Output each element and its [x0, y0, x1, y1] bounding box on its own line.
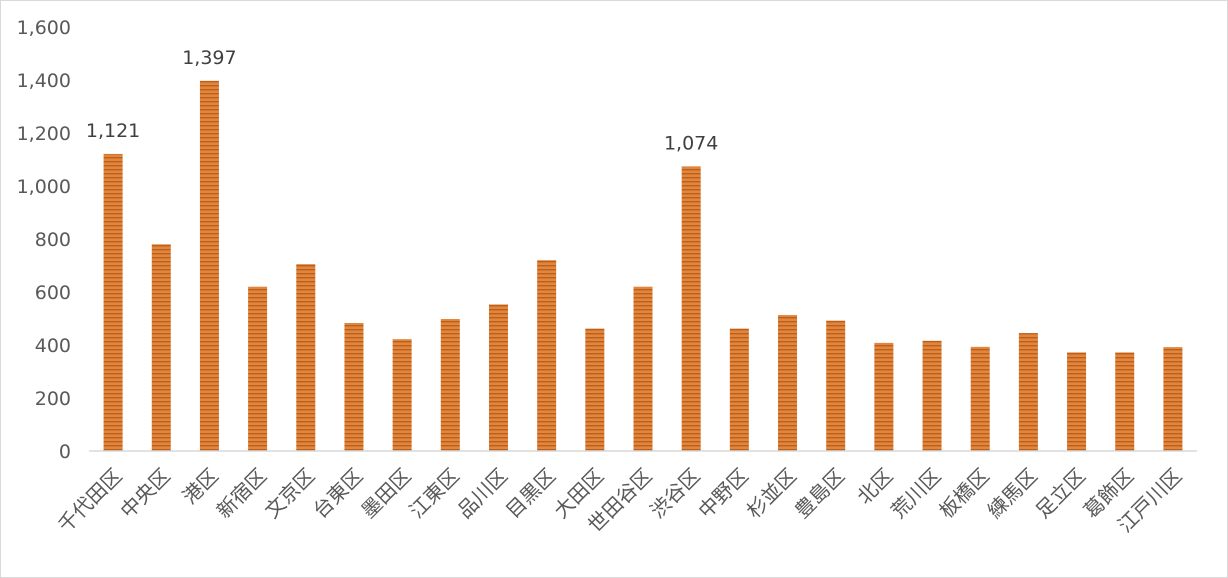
bar — [151, 244, 171, 451]
y-tick-label: 0 — [59, 441, 71, 463]
bar — [1018, 333, 1038, 451]
bar — [1115, 352, 1135, 451]
x-tick-label: 江東区 — [404, 464, 463, 523]
x-tick-label: 板橋区 — [934, 464, 993, 523]
bar — [488, 304, 508, 451]
bar — [681, 166, 701, 451]
bar — [585, 328, 605, 451]
x-tick-label: 豊島区 — [790, 464, 849, 523]
bar-data-label: 1,121 — [86, 120, 140, 142]
x-tick-label: 台東区 — [308, 464, 367, 523]
bar — [199, 80, 219, 452]
x-tick-label: 墨田区 — [356, 464, 415, 523]
bar — [970, 346, 990, 451]
x-tick-label: 練馬区 — [983, 464, 1042, 523]
x-tick-label: 杉並区 — [742, 464, 801, 523]
bars — [103, 80, 1183, 452]
bar — [248, 286, 268, 451]
bar — [344, 323, 364, 451]
bar — [729, 328, 749, 451]
bar — [778, 315, 798, 451]
x-tick-label: 千代田区 — [53, 464, 127, 538]
bar — [1067, 352, 1087, 451]
y-axis-ticks: 0 200 400 600 800 1,000 1,200 1,400 1,600 — [17, 17, 71, 463]
y-tick-label: 1,400 — [17, 70, 71, 92]
bar-data-label: 1,074 — [664, 132, 718, 154]
y-tick-label: 800 — [35, 229, 71, 251]
x-tick-label: 渋谷区 — [645, 464, 704, 523]
bar — [874, 342, 894, 451]
x-tick-label: 中央区 — [115, 464, 174, 523]
x-tick-label: 品川区 — [453, 464, 512, 523]
x-tick-label: 中野区 — [693, 464, 752, 523]
bar-data-label: 1,397 — [182, 47, 236, 69]
y-tick-label: 1,600 — [17, 17, 71, 39]
x-tick-label: 新宿区 — [212, 464, 271, 523]
bar — [296, 264, 316, 451]
bar — [922, 340, 942, 451]
bar — [537, 260, 557, 451]
bar — [633, 286, 653, 451]
y-tick-label: 400 — [35, 335, 71, 357]
bar — [826, 320, 846, 451]
data-labels: 1,121 1,397 1,074 — [86, 47, 718, 155]
bar — [1163, 347, 1183, 451]
y-tick-label: 200 — [35, 388, 71, 410]
bar — [103, 153, 123, 451]
bar — [440, 319, 460, 451]
x-tick-label: 目黒区 — [501, 464, 560, 523]
y-tick-label: 600 — [35, 282, 71, 304]
x-tick-label: 荒川区 — [886, 464, 945, 523]
x-tick-label: 文京区 — [260, 464, 319, 523]
y-tick-label: 1,200 — [17, 123, 71, 145]
y-tick-label: 1,000 — [17, 176, 71, 198]
x-tick-label: 足立区 — [1031, 464, 1090, 523]
bar — [392, 339, 412, 451]
